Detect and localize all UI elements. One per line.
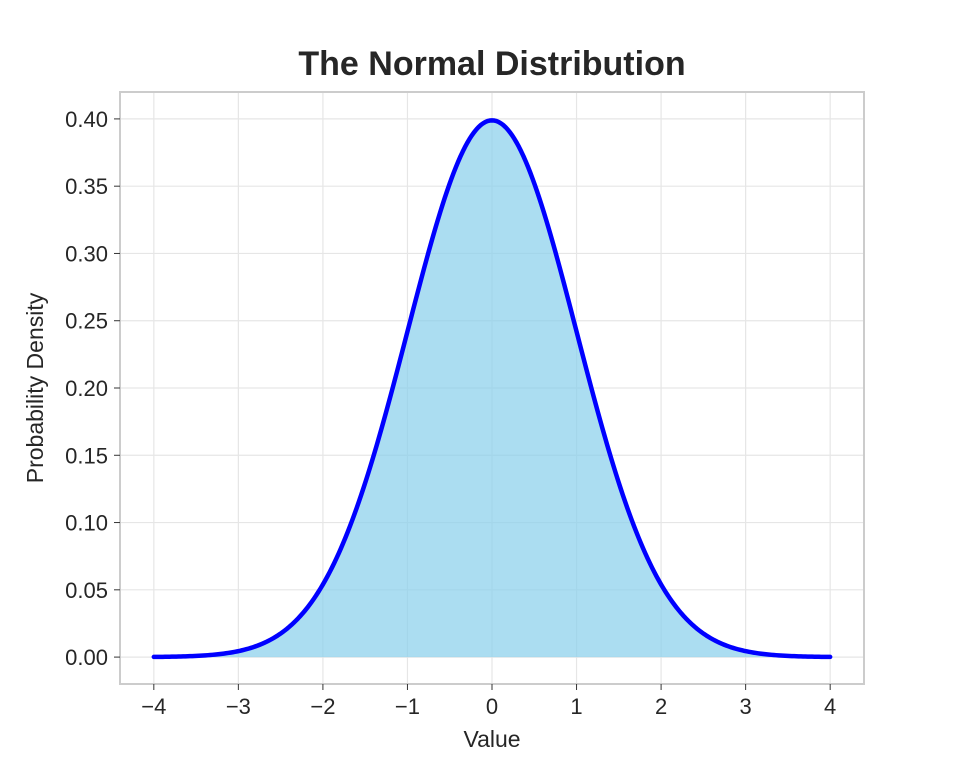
x-tick-label: −1	[395, 694, 420, 719]
x-tick-label: −4	[141, 694, 166, 719]
x-tick-label: 3	[740, 694, 752, 719]
density-curve-line	[151, 118, 833, 660]
x-tick-label: 0	[486, 694, 498, 719]
x-tick-label: −2	[310, 694, 335, 719]
chart-title: The Normal Distribution	[298, 45, 685, 83]
y-tick-label: 0.10	[65, 511, 108, 536]
x-tick-label: −3	[226, 694, 251, 719]
y-tick-label: 0.25	[65, 309, 108, 334]
x-axis-label: Value	[463, 726, 520, 752]
x-tick-label: 4	[824, 694, 836, 719]
y-tick-label: 0.35	[65, 174, 108, 199]
y-tick-label: 0.00	[65, 645, 108, 670]
y-tick-label: 0.20	[65, 376, 108, 401]
x-tick-label: 2	[655, 694, 667, 719]
y-tick-label: 0.40	[65, 107, 108, 132]
x-tick-label: 1	[570, 694, 582, 719]
y-tick-label: 0.05	[65, 578, 108, 603]
plot-area	[151, 118, 833, 660]
y-axis-label: Probability Density	[22, 292, 48, 483]
ticks: −4 −3 −2 −1 0 1 2 3 4 0.00 0.05 0.10 0.15 0.20 0.25 0.3…	[65, 107, 836, 719]
density-fill-area	[153, 120, 831, 658]
y-tick-label: 0.15	[65, 443, 108, 468]
y-tick-label: 0.30	[65, 241, 108, 266]
